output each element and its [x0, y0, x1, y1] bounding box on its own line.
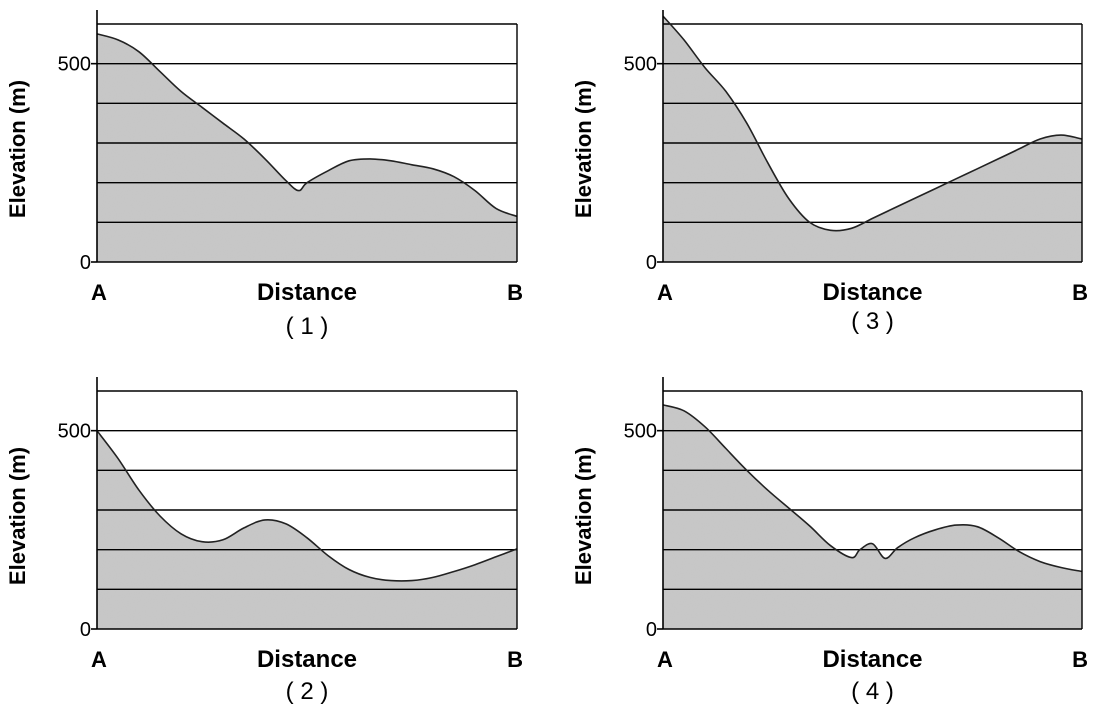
start-label: A [91, 280, 107, 305]
panel-caption: ( 1 ) [286, 313, 329, 340]
y-tick-label-500: 500 [58, 421, 91, 443]
start-label: A [657, 647, 673, 672]
end-label: B [507, 647, 523, 672]
y-tick-label-0: 0 [80, 619, 91, 641]
x-axis-label: Distance [822, 646, 922, 673]
y-tick-label-0: 0 [646, 619, 657, 641]
terrain-line [662, 404, 1083, 573]
y-tick-label-0: 0 [80, 252, 91, 274]
terrain-line [96, 430, 518, 582]
panel-caption: ( 3 ) [851, 308, 894, 335]
profile-panel-4: 0 500 Elevation (m) A B Distance ( 4 ) [571, 377, 1088, 705]
x-axis-label: Distance [257, 646, 357, 673]
start-label: A [657, 280, 673, 305]
terrain-area [663, 16, 1082, 262]
panel-caption: ( 2 ) [286, 678, 329, 705]
y-axis-label: Elevation (m) [571, 447, 596, 585]
profile-panel-3: 0 500 Elevation (m) A B Distance( 3 ) [571, 10, 1088, 335]
terrain-area [663, 404, 1082, 629]
x-axis-label: Distance [257, 279, 357, 306]
y-tick-label-500: 500 [624, 54, 657, 76]
y-axis-label: Elevation (m) [5, 447, 30, 585]
y-tick-label-500: 500 [624, 421, 657, 443]
terrain-line [96, 33, 518, 218]
y-axis-label: Elevation (m) [5, 80, 30, 218]
terrain-area [97, 33, 517, 263]
y-tick-label-500: 500 [58, 54, 91, 76]
profile-panel-1: 0 500 Elevation (m) A B Distance ( 1 ) [5, 10, 523, 340]
y-axis-label: Elevation (m) [571, 80, 596, 218]
start-label: A [91, 647, 107, 672]
y-tick-label-0: 0 [646, 252, 657, 274]
end-label: B [1072, 280, 1088, 305]
panel-caption: ( 4 ) [851, 678, 894, 705]
terrain-area [97, 430, 517, 629]
end-label: B [507, 280, 523, 305]
profile-panel-2: 0 500 Elevation (m) A B Distance ( 2 ) [5, 377, 523, 705]
end-label: B [1072, 647, 1088, 672]
terrain-line [662, 15, 1083, 232]
x-axis-label: Distance [822, 279, 922, 306]
